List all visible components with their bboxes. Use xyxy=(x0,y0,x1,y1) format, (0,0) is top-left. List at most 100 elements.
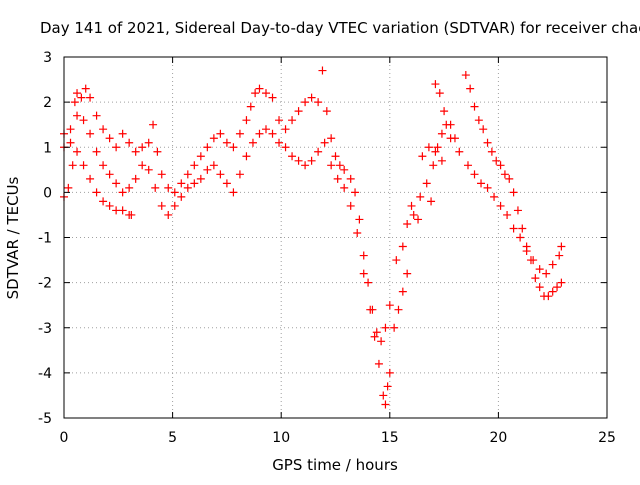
data-point xyxy=(409,210,418,219)
data-point xyxy=(66,125,75,134)
data-point xyxy=(340,183,349,192)
y-axis-label: SDTVAR / TECUs xyxy=(4,176,22,299)
y-tick-label: -3 xyxy=(38,321,52,337)
data-point xyxy=(77,93,86,102)
data-point xyxy=(105,170,114,179)
data-point xyxy=(209,161,218,170)
data-point xyxy=(164,210,173,219)
data-point xyxy=(81,84,90,93)
data-point xyxy=(548,260,557,269)
data-point xyxy=(242,152,251,161)
data-point xyxy=(513,206,522,215)
data-point xyxy=(112,143,121,152)
data-point xyxy=(314,147,323,156)
data-point xyxy=(318,66,327,75)
data-point xyxy=(416,192,425,201)
data-point xyxy=(351,188,360,197)
data-point xyxy=(346,174,355,183)
data-point xyxy=(138,161,147,170)
data-point xyxy=(390,323,399,332)
data-point xyxy=(70,98,79,107)
data-point xyxy=(529,256,538,265)
data-point xyxy=(281,143,290,152)
data-point xyxy=(424,143,433,152)
data-point xyxy=(242,116,251,125)
data-point xyxy=(366,305,375,314)
data-point xyxy=(490,192,499,201)
data-point xyxy=(190,179,199,188)
data-point xyxy=(431,147,440,156)
data-point xyxy=(288,152,297,161)
data-point xyxy=(535,283,544,292)
data-point xyxy=(64,183,73,192)
data-point xyxy=(327,134,336,143)
data-point xyxy=(118,206,127,215)
data-point xyxy=(433,143,442,152)
data-point xyxy=(431,80,440,89)
y-tick-label: -5 xyxy=(38,411,52,427)
data-point xyxy=(153,147,162,156)
data-point xyxy=(427,197,436,206)
data-point xyxy=(79,116,88,125)
data-point xyxy=(385,301,394,310)
data-point xyxy=(268,93,277,102)
data-point xyxy=(522,247,531,256)
y-tick-label: 2 xyxy=(43,95,52,111)
data-point xyxy=(398,287,407,296)
data-point xyxy=(470,102,479,111)
data-point xyxy=(73,111,82,120)
data-point xyxy=(235,170,244,179)
data-point xyxy=(294,156,303,165)
data-point xyxy=(340,165,349,174)
data-point xyxy=(73,89,82,98)
data-point xyxy=(275,116,284,125)
data-point xyxy=(246,102,255,111)
data-point xyxy=(422,179,431,188)
data-point xyxy=(177,192,186,201)
data-point xyxy=(553,283,562,292)
data-point xyxy=(403,269,412,278)
data-point xyxy=(196,174,205,183)
data-point xyxy=(496,201,505,210)
data-point xyxy=(333,174,342,183)
data-point xyxy=(503,210,512,219)
data-point xyxy=(301,98,310,107)
data-point xyxy=(463,161,472,170)
data-point xyxy=(516,233,525,242)
data-point xyxy=(203,165,212,174)
data-point xyxy=(477,179,486,188)
data-point xyxy=(487,147,496,156)
data-point xyxy=(542,269,551,278)
data-point xyxy=(196,152,205,161)
data-point xyxy=(170,201,179,210)
data-point xyxy=(261,89,270,98)
axis-tick-labels: 0 5 10 15 20 25 -5 -4 -3 -2 -1 0 1 2 3 xyxy=(38,50,616,446)
data-point xyxy=(99,125,108,134)
data-point xyxy=(99,197,108,206)
data-point xyxy=(500,170,509,179)
data-point xyxy=(455,147,464,156)
series-track-2 xyxy=(60,111,394,409)
data-point xyxy=(307,93,316,102)
data-point xyxy=(355,215,364,224)
data-point xyxy=(359,269,368,278)
data-point xyxy=(288,116,297,125)
data-point xyxy=(535,265,544,274)
data-point xyxy=(222,179,231,188)
data-point xyxy=(557,278,566,287)
data-point xyxy=(557,242,566,251)
data-point xyxy=(437,156,446,165)
data-point xyxy=(474,116,483,125)
data-point xyxy=(131,174,140,183)
data-point xyxy=(470,170,479,179)
data-point xyxy=(222,138,231,147)
data-point xyxy=(86,174,95,183)
x-tick-label: 20 xyxy=(489,430,507,446)
y-tick-label: 0 xyxy=(43,185,52,201)
data-point xyxy=(479,125,488,134)
data-point xyxy=(307,156,316,165)
data-point xyxy=(144,138,153,147)
data-point xyxy=(466,84,475,93)
